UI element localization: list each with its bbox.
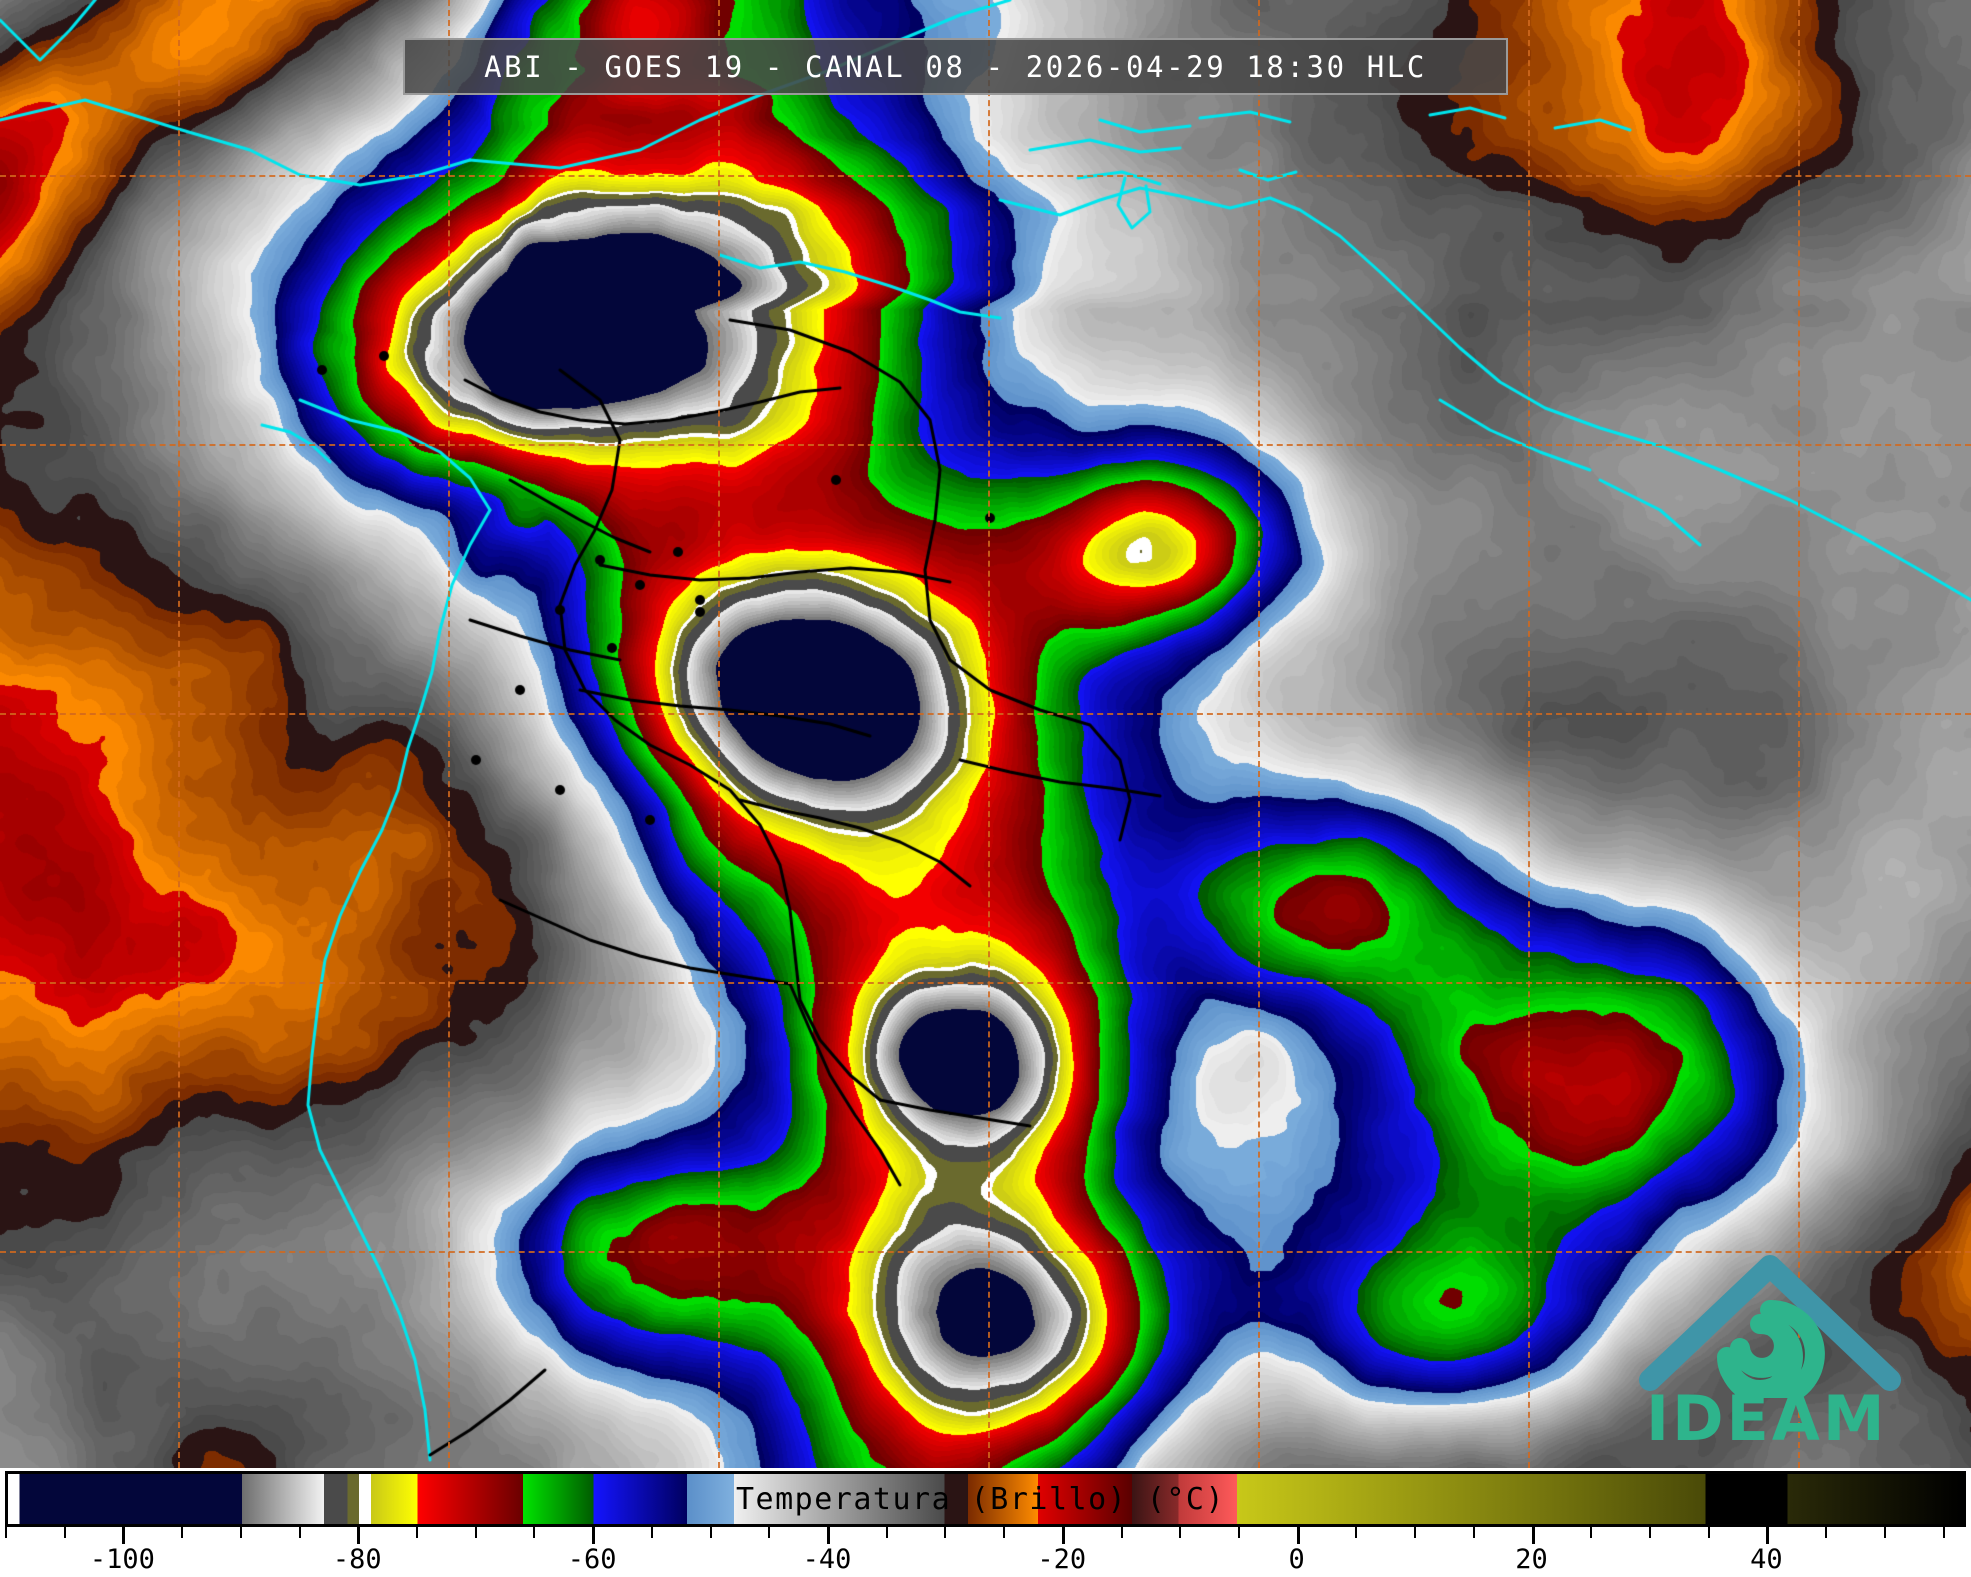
colorbar-minor-tick — [944, 1527, 947, 1538]
colorbar-minor-tick — [1648, 1527, 1651, 1538]
colorbar-minor-tick — [1472, 1527, 1475, 1538]
colorbar-major-tick — [826, 1527, 830, 1544]
colorbar-minor-tick — [768, 1527, 771, 1538]
colorbar-tick-label: 40 — [1750, 1544, 1783, 1575]
colorbar-minor-tick — [709, 1527, 712, 1538]
colorbar-major-tick — [122, 1527, 126, 1544]
colorbar-tick-label: 0 — [1288, 1544, 1305, 1575]
colorbar-major-tick — [1061, 1527, 1065, 1544]
image-title-box: ABI - GOES 19 - CANAL 08 - 2026-04-29 18… — [403, 38, 1508, 95]
satellite-raster — [0, 0, 1971, 1468]
satellite-image-panel — [0, 0, 1971, 1468]
colorbar-minor-tick — [239, 1527, 242, 1538]
colorbar-tick-label: -100 — [89, 1544, 155, 1575]
colorbar-minor-tick — [1414, 1527, 1417, 1538]
colorbar-minor-tick — [298, 1527, 301, 1538]
colorbar-minor-tick — [5, 1527, 7, 1538]
colorbar-major-tick — [1296, 1527, 1300, 1544]
colorbar-minor-tick — [1003, 1527, 1006, 1538]
colorbar-minor-tick — [474, 1527, 477, 1538]
colorbar-major-tick — [592, 1527, 596, 1544]
colorbar-major-tick — [357, 1527, 361, 1544]
colorbar-minor-tick — [1883, 1527, 1886, 1538]
colorbar-tick-label: -40 — [802, 1544, 852, 1575]
colorbar-minor-tick — [650, 1527, 653, 1538]
colorbar-major-tick — [1531, 1527, 1535, 1544]
colorbar-strip — [5, 1471, 1966, 1527]
colorbar-minor-tick — [1355, 1527, 1358, 1538]
colorbar-minor-tick — [1179, 1527, 1182, 1538]
colorbar-gradient — [8, 1474, 1963, 1524]
colorbar-tick-label: -20 — [1037, 1544, 1087, 1575]
colorbar-minor-tick — [1825, 1527, 1828, 1538]
colorbar-minor-tick — [1120, 1527, 1123, 1538]
colorbar-minor-tick — [1942, 1527, 1945, 1538]
colorbar: Temperatura (Brillo) (°C) -100 -80 -60 -40-… — [0, 1468, 1971, 1577]
colorbar-minor-tick — [181, 1527, 184, 1538]
colorbar-tick-label: -60 — [567, 1544, 617, 1575]
image-title-text: ABI - GOES 19 - CANAL 08 - 2026-04-29 18… — [484, 49, 1427, 84]
colorbar-tick-label: -80 — [332, 1544, 382, 1575]
colorbar-major-tick — [1766, 1527, 1770, 1544]
colorbar-minor-tick — [885, 1527, 888, 1538]
colorbar-tick-label: 20 — [1515, 1544, 1548, 1575]
colorbar-minor-tick — [533, 1527, 536, 1538]
colorbar-minor-tick — [1590, 1527, 1593, 1538]
colorbar-minor-tick — [1237, 1527, 1240, 1538]
colorbar-minor-tick — [63, 1527, 66, 1538]
colorbar-minor-tick — [415, 1527, 418, 1538]
colorbar-minor-tick — [1707, 1527, 1710, 1538]
